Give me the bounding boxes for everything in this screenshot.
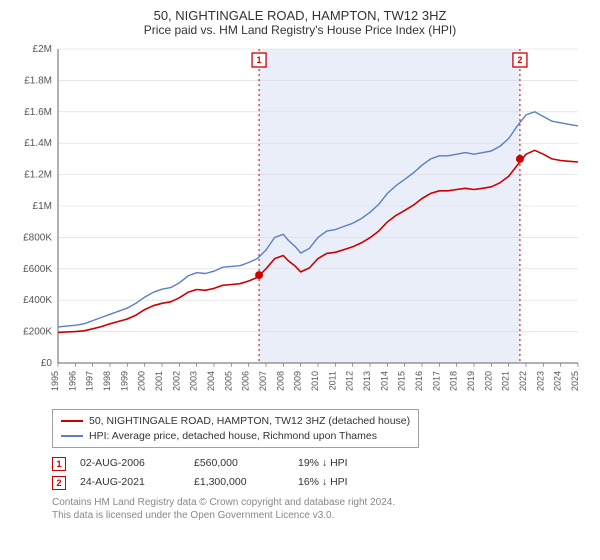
- sale-point-row: 1 02-AUG-2006 £560,000 19% ↓ HPI: [52, 454, 588, 473]
- svg-text:2019: 2019: [466, 371, 476, 391]
- svg-text:1997: 1997: [85, 371, 95, 391]
- svg-text:2015: 2015: [397, 371, 407, 391]
- legend-swatch: [61, 435, 83, 437]
- svg-text:£400K: £400K: [23, 295, 52, 306]
- svg-text:£200K: £200K: [23, 327, 52, 338]
- footer-line-2: This data is licensed under the Open Gov…: [52, 509, 588, 522]
- footer-line-1: Contains HM Land Registry data © Crown c…: [52, 496, 588, 509]
- legend-item: 50, NIGHTINGALE ROAD, HAMPTON, TW12 3HZ …: [61, 414, 410, 429]
- svg-text:1995: 1995: [50, 371, 60, 391]
- legend: 50, NIGHTINGALE ROAD, HAMPTON, TW12 3HZ …: [52, 409, 419, 448]
- svg-text:2025: 2025: [570, 371, 580, 391]
- svg-text:2014: 2014: [379, 371, 389, 391]
- svg-text:1999: 1999: [119, 371, 129, 391]
- svg-text:2010: 2010: [310, 371, 320, 391]
- svg-text:£600K: £600K: [23, 264, 52, 275]
- svg-text:2011: 2011: [327, 371, 337, 390]
- legend-item: HPI: Average price, detached house, Rich…: [61, 429, 410, 444]
- svg-text:2009: 2009: [293, 371, 303, 391]
- sale-point-date: 24-AUG-2021: [80, 473, 180, 492]
- sale-point-date: 02-AUG-2006: [80, 454, 180, 473]
- svg-text:2008: 2008: [275, 371, 285, 391]
- price-chart: £0 £200K £400K £600K £800K £1M £1.2M £1.4M £1.6M…: [12, 43, 588, 403]
- svg-text:2005: 2005: [223, 371, 233, 391]
- svg-text:£800K: £800K: [23, 232, 52, 243]
- svg-text:£1M: £1M: [33, 201, 52, 212]
- legend-label: HPI: Average price, detached house, Rich…: [89, 429, 377, 444]
- svg-text:£1.2M: £1.2M: [24, 170, 52, 181]
- svg-text:2024: 2024: [553, 371, 563, 391]
- svg-text:2021: 2021: [501, 371, 511, 391]
- footer-attribution: Contains HM Land Registry data © Crown c…: [52, 496, 588, 522]
- svg-text:2007: 2007: [258, 371, 268, 391]
- svg-text:2017: 2017: [431, 371, 441, 391]
- svg-text:£2M: £2M: [33, 44, 52, 55]
- sale-point-price: £1,300,000: [194, 473, 284, 492]
- svg-text:2004: 2004: [206, 371, 216, 391]
- svg-text:£1.8M: £1.8M: [24, 75, 52, 86]
- svg-text:£0: £0: [41, 358, 53, 369]
- legend-swatch: [61, 420, 83, 422]
- svg-text:£1.4M: £1.4M: [24, 138, 52, 149]
- svg-text:1: 1: [257, 55, 262, 65]
- svg-text:2002: 2002: [171, 371, 181, 391]
- chart-title: 50, NIGHTINGALE ROAD, HAMPTON, TW12 3HZ: [12, 8, 588, 23]
- sale-point-row: 2 24-AUG-2021 £1,300,000 16% ↓ HPI: [52, 473, 588, 492]
- sale-point-diff: 16% ↓ HPI: [298, 473, 388, 492]
- svg-text:2013: 2013: [362, 371, 372, 391]
- svg-text:2003: 2003: [189, 371, 199, 391]
- svg-text:£1.6M: £1.6M: [24, 107, 52, 118]
- sale-point-diff: 19% ↓ HPI: [298, 454, 388, 473]
- sale-point-price: £560,000: [194, 454, 284, 473]
- svg-text:1996: 1996: [67, 371, 77, 391]
- svg-text:2000: 2000: [137, 371, 147, 391]
- legend-label: 50, NIGHTINGALE ROAD, HAMPTON, TW12 3HZ …: [89, 414, 410, 429]
- svg-text:2016: 2016: [414, 371, 424, 391]
- svg-text:2001: 2001: [154, 371, 164, 391]
- chart-subtitle: Price paid vs. HM Land Registry's House …: [12, 23, 588, 37]
- svg-text:1998: 1998: [102, 371, 112, 391]
- svg-text:2006: 2006: [241, 371, 251, 391]
- svg-text:2018: 2018: [449, 371, 459, 391]
- svg-text:2022: 2022: [518, 371, 528, 391]
- sale-point-marker: 2: [52, 476, 66, 490]
- svg-text:2012: 2012: [345, 371, 355, 391]
- svg-text:2023: 2023: [535, 371, 545, 391]
- svg-text:2020: 2020: [483, 371, 493, 391]
- sale-points-table: 1 02-AUG-2006 £560,000 19% ↓ HPI 2 24-AUG-202…: [52, 454, 588, 492]
- sale-point-marker: 1: [52, 457, 66, 471]
- svg-text:2: 2: [517, 55, 522, 65]
